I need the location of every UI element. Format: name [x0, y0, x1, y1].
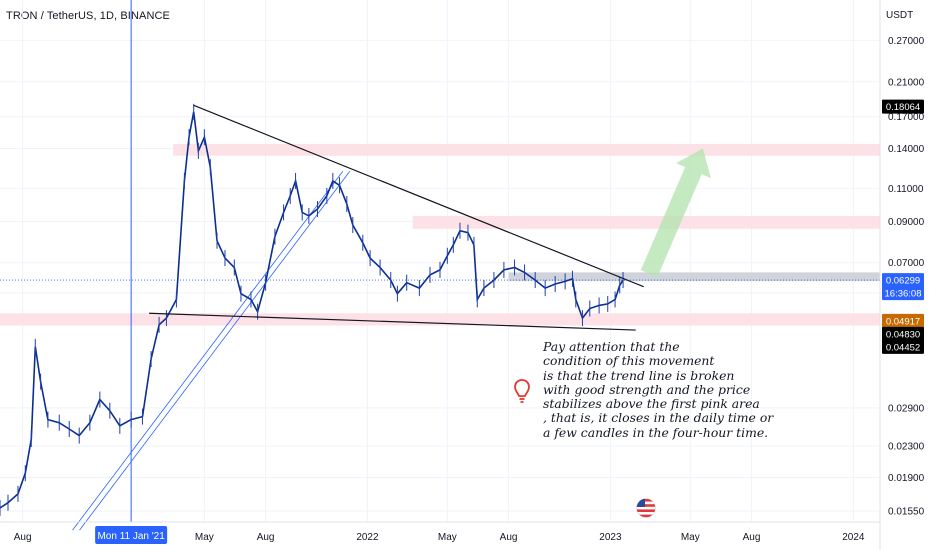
- x-tick-label: May: [438, 532, 457, 543]
- price-series-line: [0, 111, 624, 509]
- y-tick-label: 0.02900: [888, 403, 925, 414]
- crosshair-date-badge: [95, 526, 168, 544]
- x-tick-label: May: [681, 532, 700, 543]
- price-badge-label: 0.18064: [886, 102, 920, 113]
- price-zone: [508, 272, 880, 282]
- price-zone: [173, 143, 880, 156]
- y-tick-label: 0.11000: [888, 184, 924, 195]
- lightbulb-icon: [514, 379, 530, 403]
- x-tick-label: May: [195, 532, 214, 543]
- trend-line: [149, 312, 636, 331]
- symbol-title: TRON / TetherUS, 1D, BINANCE: [6, 10, 170, 22]
- y-tick-label: 0.21000: [888, 77, 925, 88]
- projection-arrow: [640, 148, 711, 278]
- x-tick-label: 2022: [356, 532, 379, 543]
- crosshair-date-label: Mon 11 Jan '21: [97, 531, 165, 542]
- price-badge: [882, 339, 924, 354]
- price-badge-label: 16:36:08: [885, 289, 922, 300]
- x-tick-label: Aug: [743, 532, 761, 543]
- price-badge: [882, 313, 924, 328]
- price-badge: [882, 273, 924, 288]
- us-flag-icon: [636, 498, 656, 518]
- x-tick-label: 2024: [842, 532, 865, 543]
- y-tick-label: 0.14000: [888, 144, 925, 155]
- y-tick-label: 0.02300: [888, 442, 925, 453]
- price-badge-label: 0.04830: [886, 329, 920, 340]
- trend-line: [193, 104, 644, 288]
- x-tick-label: Aug: [14, 532, 32, 543]
- y-tick-label: 0.01900: [888, 473, 925, 484]
- price-badge: [882, 99, 924, 114]
- annotation-note: Pay attention that the condition of this…: [543, 339, 774, 440]
- y-tick-label: 0.09000: [888, 217, 925, 228]
- y-tick-label: 0.07000: [888, 258, 925, 269]
- x-tick-label: Aug: [500, 532, 518, 543]
- price-badge: [882, 326, 924, 341]
- price-badge-label: 0.04452: [886, 342, 920, 353]
- price-badge: [882, 286, 924, 301]
- price-zone: [412, 215, 880, 229]
- y-tick-label: 0.01550: [888, 507, 925, 518]
- price-badge-label: 0.06299: [886, 276, 920, 287]
- x-tick-label: 2023: [599, 532, 622, 543]
- currency-label: USDT: [886, 10, 914, 21]
- y-tick-label: 0.17000: [888, 112, 925, 123]
- price-badge-label: 0.04917: [886, 316, 920, 327]
- y-tick-label: 0.27000: [888, 36, 925, 47]
- price-zone: [0, 313, 880, 326]
- channel-line: [72, 170, 344, 531]
- x-tick-label: Aug: [257, 532, 275, 543]
- channel-line: [79, 170, 351, 531]
